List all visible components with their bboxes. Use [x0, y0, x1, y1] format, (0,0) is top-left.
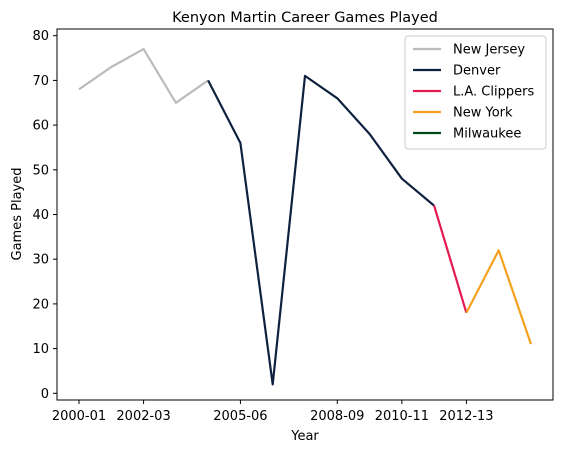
series-line-1	[207, 74, 435, 386]
legend-label: Milwaukee	[453, 127, 521, 142]
x-axis: 2000-01 2002-03 2005-06 2008-09 2010-11 2012-…	[52, 400, 494, 424]
legend-label: L.A. Clippers	[453, 85, 534, 100]
y-tick-label: 30	[32, 253, 49, 268]
x-tick-label: 2002-03	[116, 409, 170, 424]
legend-box	[404, 35, 547, 150]
y-tick-label: 40	[32, 208, 49, 223]
series-line-2	[433, 205, 468, 314]
y-axis-label: Games Played	[10, 168, 25, 261]
x-tick-label: 2010-11	[375, 409, 429, 424]
y-tick-label: 60	[32, 119, 49, 134]
x-tick-label: 2008-09	[310, 409, 364, 424]
y-axis: 0 10 20 30 40 50 60 70 80	[32, 29, 57, 402]
x-tick-label: 2012-13	[439, 409, 493, 424]
x-axis-label: Year	[290, 429, 319, 444]
legend: New Jersey Denver L.A. Clippers New York Mil…	[404, 35, 547, 150]
chart-title: Kenyon Martin Career Games Played	[172, 10, 438, 26]
x-tick-label: 2005-06	[213, 409, 267, 424]
y-tick-label: 50	[32, 163, 49, 178]
series-line-0	[78, 47, 209, 104]
legend-label: New Jersey	[453, 43, 525, 58]
x-tick-label: 2000-01	[52, 409, 106, 424]
y-tick-label: 0	[41, 387, 49, 402]
y-tick-label: 20	[32, 297, 49, 312]
y-tick-label: 10	[32, 342, 49, 357]
y-tick-label: 80	[32, 29, 49, 44]
series-line-3	[465, 249, 533, 345]
legend-label: New York	[453, 106, 513, 121]
legend-label: Denver	[453, 64, 501, 79]
plot-lines	[78, 47, 533, 386]
y-tick-label: 70	[32, 74, 49, 89]
